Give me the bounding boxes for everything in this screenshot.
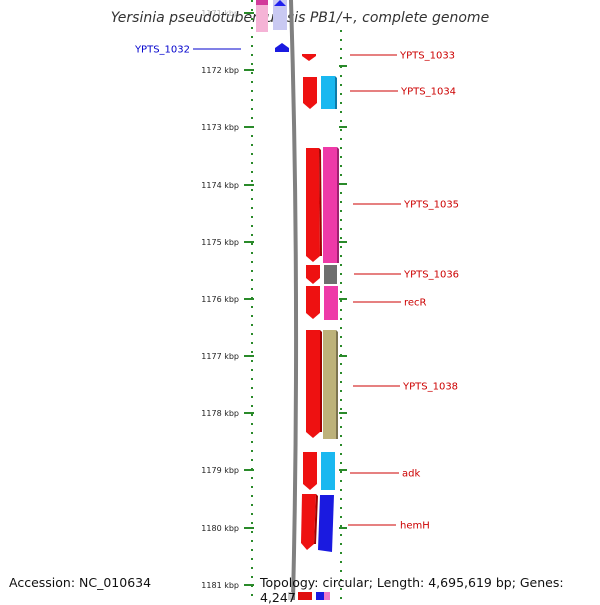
scale-tick-label: 1177 kbp (201, 352, 239, 361)
scale-tick-label: 1171 kbp (201, 9, 239, 18)
gene-class-bar (323, 147, 337, 263)
gene-YPTS_1036[interactable] (306, 265, 337, 284)
gene-class-bar (323, 330, 336, 439)
scale-tick-label: 1180 kbp (201, 524, 239, 533)
gene-arrow[interactable] (303, 452, 317, 490)
gene-YPTS_1035[interactable] (306, 147, 339, 263)
gene-label[interactable]: adk (402, 469, 420, 480)
scale-tick-label: 1179 kbp (201, 466, 239, 475)
gene-arrow[interactable] (306, 265, 320, 284)
gene-arrow[interactable] (306, 286, 320, 319)
gene-class-bar (321, 452, 335, 490)
gene-class-bar (324, 265, 337, 284)
scale-ticks: 1171 kbp 1172 kbp 1173 kbp 1174 kbp 1175 kbp… (201, 9, 347, 590)
gene-label[interactable]: YPTS_1032 (134, 45, 190, 56)
gene-label[interactable]: YPTS_1033 (399, 51, 455, 62)
genome-backbone (289, 0, 299, 600)
gene-label[interactable]: hemH (400, 521, 430, 532)
gene-hemH[interactable] (301, 494, 334, 552)
scale-tick-label: 1181 kbp (201, 581, 239, 590)
scale-tick-label: 1176 kbp (201, 295, 239, 304)
gene-arrow[interactable] (303, 77, 317, 109)
scale-tick-label: 1173 kbp (201, 123, 239, 132)
topology-text: Topology: circular; Length: 4,695,619 bp… (260, 575, 564, 605)
gene-label[interactable]: YPTS_1038 (402, 382, 458, 393)
gene-class-bar (318, 495, 334, 552)
gene-class-bar (324, 286, 338, 320)
gene-YPTS_1032[interactable] (275, 43, 289, 52)
gene-label[interactable]: YPTS_1036 (403, 270, 459, 281)
top-edge-features (256, 0, 287, 32)
gene-YPTS_1034[interactable] (303, 76, 337, 109)
gene-YPTS_1033[interactable] (302, 54, 316, 61)
gene-recR[interactable] (306, 286, 338, 320)
scale-tick-label: 1178 kbp (201, 409, 239, 418)
gene-arrow[interactable] (302, 54, 316, 61)
gene-labels: YPTS_1032 YPTS_1033 YPTS_1034 YPTS_1035 YPTS… (134, 45, 459, 532)
scale-tick-label: 1172 kbp (201, 66, 239, 75)
gene-label[interactable]: YPTS_1034 (400, 87, 456, 98)
gene-arrow[interactable] (306, 148, 320, 262)
gene-class-bar (321, 76, 335, 109)
scale-tick-label: 1174 kbp (201, 181, 239, 190)
gene-YPTS_1038[interactable] (306, 330, 338, 439)
gene-arrow[interactable] (301, 494, 316, 550)
accession-text: Accession: NC_010634 (9, 575, 152, 590)
gene-arrow[interactable] (306, 330, 320, 438)
bottom-edge-features (288, 592, 330, 600)
gene-label[interactable]: recR (404, 298, 427, 309)
gene-arrow[interactable] (275, 43, 289, 52)
gene-adk[interactable] (303, 452, 335, 490)
genome-title: Yersinia pseudotuberculosis PB1/+, compl… (110, 10, 490, 26)
gene-label[interactable]: YPTS_1035 (403, 200, 459, 211)
scale-tick-label: 1175 kbp (201, 238, 239, 247)
